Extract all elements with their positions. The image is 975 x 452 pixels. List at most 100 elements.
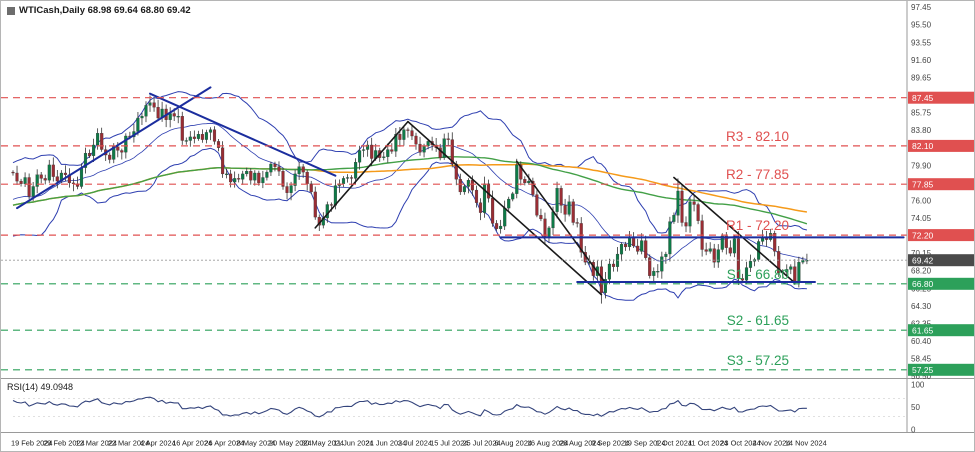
price-axis-tick[interactable]: 56.50 [911, 372, 932, 381]
candle-body [35, 174, 39, 187]
price-axis-tick[interactable]: 70.15 [911, 249, 932, 258]
date-axis-label[interactable]: 1 Oct 2024 [656, 439, 692, 448]
price-axis-tick[interactable]: 60.40 [911, 337, 932, 346]
candle-body [712, 248, 716, 263]
date-axis-label[interactable]: 16 Apr 2024 [172, 439, 212, 448]
price-axis-tick[interactable]: 62.35 [911, 319, 932, 328]
candle-body [414, 135, 418, 145]
candle-body [63, 172, 67, 175]
candle-body [51, 164, 55, 177]
price-axis-tick[interactable]: 58.45 [911, 355, 932, 364]
candle-body [575, 222, 579, 224]
candle-body [793, 266, 797, 283]
support-price-tag-text: 61.65 [912, 325, 934, 335]
candle-body [47, 164, 51, 181]
candle-body [724, 235, 728, 248]
price-axis-tick[interactable]: 89.65 [911, 73, 932, 82]
candle-body [603, 279, 607, 293]
date-axis-label[interactable]: 9 Sep 2024 [591, 439, 629, 448]
resistance-price-tag-text: 82.10 [912, 141, 934, 151]
date-axis-label[interactable]: 30 May 2024 [301, 439, 344, 448]
candle-body [19, 180, 23, 184]
candle-body [249, 171, 253, 181]
candle-body [446, 138, 450, 140]
candle-body [688, 201, 692, 227]
date-axis-label[interactable]: 25 Jul 2024 [462, 439, 500, 448]
price-axis-tick[interactable]: 83.80 [911, 126, 932, 135]
price-axis-tick[interactable]: 74.05 [911, 214, 932, 223]
date-axis-label[interactable]: 28 Aug 2024 [559, 439, 601, 448]
current-price-tag-text: 69.42 [912, 255, 934, 265]
candle-body [225, 173, 229, 175]
date-axis-label[interactable]: 20 May 2024 [269, 439, 312, 448]
price-axis-tick[interactable]: 85.75 [911, 109, 932, 118]
date-axis-label[interactable]: 22 Mar 2024 [108, 439, 150, 448]
price-axis-tick[interactable]: 95.50 [911, 21, 932, 30]
candle-body [491, 198, 495, 224]
support-price-tag-text: 57.25 [912, 365, 934, 375]
date-axis-label[interactable]: 11 Oct 2024 [688, 439, 728, 448]
price-axis-tick[interactable]: 93.55 [911, 38, 932, 47]
candle-body [607, 263, 611, 280]
date-axis-label[interactable]: 19 Feb 2024 [11, 439, 53, 448]
price-axis-tick[interactable]: 68.20 [911, 267, 932, 276]
candle-body [777, 251, 781, 274]
candle-body [108, 154, 112, 160]
price-axis-tick[interactable]: 97.45 [911, 3, 932, 12]
date-axis-label[interactable]: 29 Feb 2024 [43, 439, 85, 448]
date-axis-label[interactable]: 8 May 2024 [237, 439, 276, 448]
candle-body [744, 267, 749, 281]
candle-body [559, 188, 563, 206]
candle-body [797, 262, 801, 283]
candle-body [527, 180, 531, 184]
date-axis-label[interactable]: 21 Jun 2024 [366, 439, 407, 448]
candle-body [466, 180, 470, 187]
date-axis-label[interactable]: 11 Jun 2024 [333, 439, 373, 448]
candle-body [289, 185, 293, 193]
candle-body [640, 240, 644, 252]
price-axis-tick[interactable]: 64.30 [911, 302, 932, 311]
date-axis-label[interactable]: 19 Sep 2024 [624, 439, 666, 448]
candle-body [196, 134, 200, 139]
candle-body [789, 266, 793, 270]
resistance-price-tag-box [908, 139, 974, 152]
date-axis-label[interactable]: 12 Mar 2024 [76, 439, 118, 448]
candle-body [503, 207, 507, 227]
candle-body [418, 143, 422, 153]
price-axis-tick[interactable]: 76.00 [911, 196, 932, 205]
candle-body [15, 172, 19, 182]
candle-body [515, 164, 519, 194]
date-axis-label[interactable]: 23 Oct 2024 [720, 439, 760, 448]
candle-body [116, 146, 120, 151]
candle-body [720, 235, 724, 250]
candle-body [660, 256, 664, 272]
candle-body [144, 105, 148, 117]
candle-body [168, 113, 172, 120]
date-axis-label[interactable]: 6 Aug 2024 [495, 439, 532, 448]
support-price-tag-box [908, 363, 974, 376]
candle-body [442, 138, 446, 158]
candle-body [329, 204, 333, 206]
candle-body [88, 153, 92, 157]
candle-body [535, 194, 539, 216]
rsi-axis-tick[interactable]: 0 [911, 426, 916, 435]
support-price-tag-text: 66.80 [912, 279, 934, 289]
price-axis-tick[interactable]: 91.60 [911, 56, 932, 65]
trendline [16, 86, 212, 210]
rsi-axis-tick[interactable]: 100 [911, 381, 925, 390]
candle-body [309, 183, 313, 193]
date-axis-label[interactable]: 16 Aug 2024 [527, 439, 569, 448]
date-axis-label[interactable]: 3 Jul 2024 [398, 439, 432, 448]
date-axis-label[interactable]: 14 Nov 2024 [785, 439, 827, 448]
price-axis-tick[interactable]: 79.90 [911, 161, 932, 170]
date-axis-label[interactable]: 15 Jul 2024 [430, 439, 468, 448]
date-axis-label[interactable]: 4 Apr 2024 [140, 439, 176, 448]
date-axis-label[interactable]: 4 Nov 2024 [753, 439, 791, 448]
candle-body [648, 257, 652, 276]
date-axis-label[interactable]: 26 Apr 2024 [204, 439, 244, 448]
candle-body [180, 116, 184, 141]
rsi-axis-tick[interactable]: 50 [911, 403, 920, 412]
resistance-price-tag-box [908, 229, 974, 242]
